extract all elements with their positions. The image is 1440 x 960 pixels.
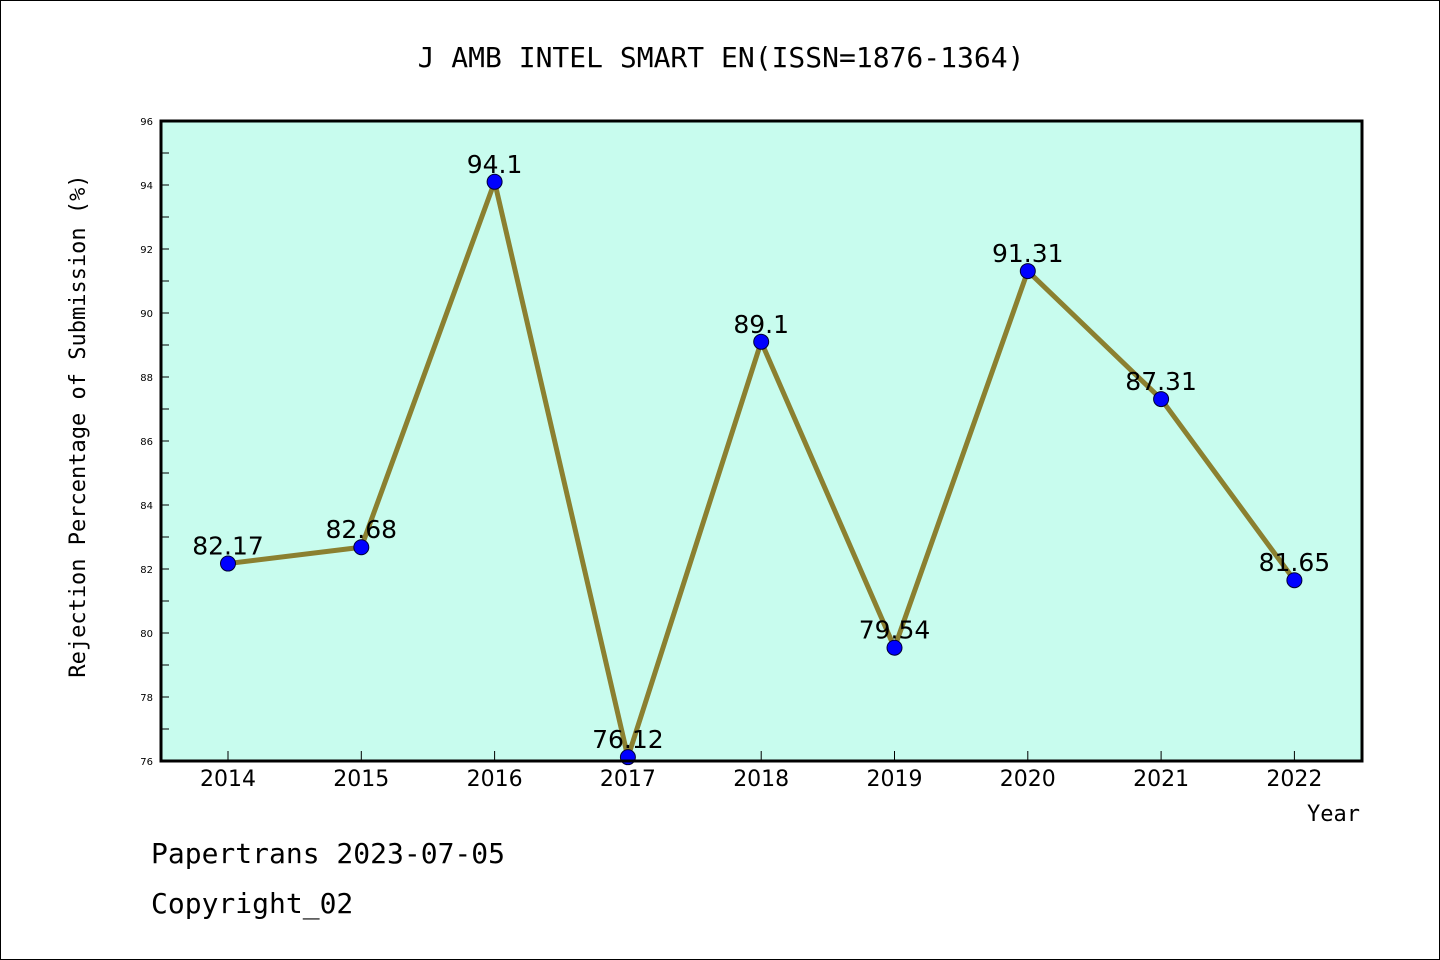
y-tick-label: 96 bbox=[140, 117, 153, 128]
y-tick-label: 84 bbox=[140, 501, 153, 512]
y-tick-label: 92 bbox=[140, 245, 153, 256]
data-point bbox=[753, 333, 770, 350]
y-tick-label: 94 bbox=[140, 181, 153, 192]
data-label: 87.31 bbox=[1125, 367, 1197, 396]
data-label: 94.1 bbox=[467, 150, 523, 179]
data-label: 79.54 bbox=[859, 616, 931, 645]
x-tick-label: 2015 bbox=[333, 767, 389, 792]
x-tick-label: 2020 bbox=[1000, 767, 1056, 792]
data-point bbox=[886, 639, 903, 656]
y-axis-ticks: 76 78 80 82 84 86 88 90 92 94 96 bbox=[140, 117, 169, 768]
data-point bbox=[1286, 572, 1303, 589]
data-label: 82.17 bbox=[192, 532, 264, 561]
plot-area bbox=[161, 121, 1362, 761]
y-tick-label: 86 bbox=[140, 437, 153, 448]
data-point bbox=[353, 539, 370, 556]
x-tick-label: 2017 bbox=[600, 767, 656, 792]
x-tick-label: 2022 bbox=[1266, 767, 1322, 792]
x-tick-label: 2014 bbox=[200, 767, 256, 792]
y-tick-label: 88 bbox=[140, 373, 153, 384]
data-point bbox=[486, 173, 503, 190]
x-tick-label: 2018 bbox=[733, 767, 789, 792]
chart-title: J AMB INTEL SMART EN(ISSN=1876-1364) bbox=[418, 41, 1025, 74]
y-tick-label: 80 bbox=[140, 629, 153, 640]
data-labels: 82.17 82.68 94.1 76.12 89.1 79.54 91.31 87.31 81… bbox=[192, 150, 1330, 754]
plot-border bbox=[159, 119, 1364, 763]
data-markers bbox=[220, 173, 1303, 766]
y-tick-label: 90 bbox=[140, 309, 153, 320]
data-point bbox=[1153, 391, 1170, 408]
x-tick-label: 2016 bbox=[467, 767, 523, 792]
data-label: 91.31 bbox=[992, 239, 1064, 268]
y-axis-label: Rejection Percentage of Submission (%) bbox=[66, 174, 91, 677]
x-axis-label: Year bbox=[1307, 802, 1360, 827]
x-tick-label: 2021 bbox=[1133, 767, 1189, 792]
y-tick-label: 76 bbox=[140, 757, 153, 768]
data-label: 76.12 bbox=[592, 725, 664, 754]
data-point bbox=[220, 555, 236, 572]
data-label: 82.68 bbox=[326, 515, 398, 544]
data-point bbox=[1019, 263, 1036, 280]
data-label: 89.1 bbox=[733, 310, 789, 339]
y-tick-label: 78 bbox=[140, 693, 153, 704]
footer-date: Papertrans 2023-07-05 bbox=[151, 837, 506, 870]
x-axis-ticks: 2014 2015 2016 2017 2018 2019 2020 2021 2022 bbox=[200, 751, 1322, 792]
x-tick-label: 2019 bbox=[867, 767, 923, 792]
data-label: 81.65 bbox=[1259, 548, 1331, 577]
footer-copyright: Copyright_02 bbox=[151, 887, 354, 920]
y-tick-label: 82 bbox=[140, 565, 153, 576]
